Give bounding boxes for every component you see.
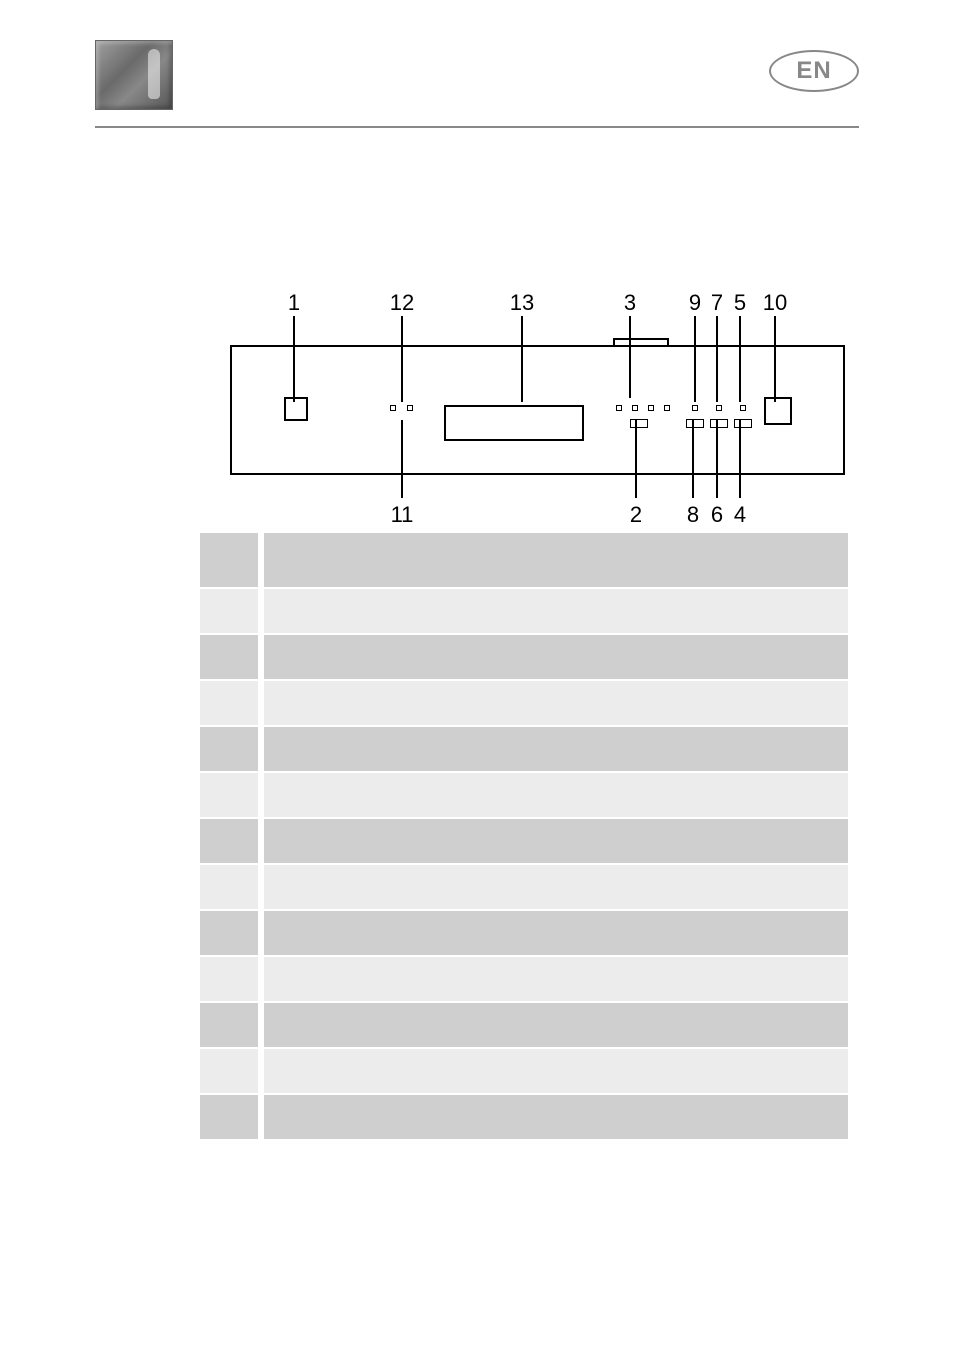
callout-line (629, 316, 631, 398)
legend-table (200, 533, 848, 1139)
row-number-cell (200, 533, 258, 587)
row-number-cell (200, 819, 258, 863)
callout-line (739, 420, 741, 498)
panel-indicator (692, 405, 698, 411)
panel-indicator (407, 405, 413, 411)
table-row (200, 635, 848, 679)
row-number-cell (200, 1049, 258, 1093)
row-desc-cell (264, 635, 848, 679)
row-number-cell (200, 1095, 258, 1139)
callout-bracket-end (613, 338, 615, 346)
panel-button-10 (764, 397, 792, 425)
table-row (200, 773, 848, 817)
callout-number: 13 (510, 290, 534, 316)
row-number-cell (200, 727, 258, 771)
page-header: EN (95, 40, 859, 130)
language-badge: EN (769, 50, 859, 92)
callout-line (716, 316, 718, 402)
panel-button-small (710, 419, 728, 428)
row-number-cell (200, 773, 258, 817)
table-row (200, 1095, 848, 1139)
callout-bracket (614, 338, 668, 340)
callout-line (401, 316, 403, 402)
row-desc-cell (264, 865, 848, 909)
table-row (200, 911, 848, 955)
callout-number: 11 (391, 502, 414, 528)
table-row (200, 727, 848, 771)
row-desc-cell (264, 1049, 848, 1093)
panel-outline (230, 345, 845, 475)
row-number-cell (200, 865, 258, 909)
row-number-cell (200, 635, 258, 679)
row-desc-cell (264, 589, 848, 633)
table-row (200, 819, 848, 863)
panel-display (444, 405, 584, 441)
row-number-cell (200, 1003, 258, 1047)
callout-number: 7 (711, 290, 723, 316)
control-panel-diagram: 11213397510112864 (230, 290, 845, 530)
callout-number: 10 (763, 290, 787, 316)
callout-line (401, 420, 403, 498)
row-desc-cell (264, 911, 848, 955)
row-desc-cell (264, 533, 848, 587)
callout-number: 4 (734, 502, 746, 528)
panel-indicator (632, 405, 638, 411)
panel-button-1 (284, 397, 308, 421)
callout-number: 1 (288, 290, 300, 316)
table-row (200, 533, 848, 587)
callout-line (635, 420, 637, 498)
callout-line (692, 420, 694, 498)
callout-number: 2 (630, 502, 642, 528)
row-desc-cell (264, 727, 848, 771)
callout-line (716, 420, 718, 498)
row-desc-cell (264, 1095, 848, 1139)
callout-line (694, 316, 696, 402)
row-desc-cell (264, 957, 848, 1001)
callout-number: 6 (711, 502, 723, 528)
callout-number: 8 (687, 502, 699, 528)
panel-button-small (630, 419, 648, 428)
panel-button-small (686, 419, 704, 428)
panel-indicator (664, 405, 670, 411)
row-number-cell (200, 681, 258, 725)
row-desc-cell (264, 1003, 848, 1047)
row-desc-cell (264, 681, 848, 725)
panel-indicator (390, 405, 396, 411)
row-number-cell (200, 957, 258, 1001)
panel-button-small (734, 419, 752, 428)
callout-number: 5 (734, 290, 746, 316)
table-row (200, 1003, 848, 1047)
row-number-cell (200, 589, 258, 633)
table-row (200, 957, 848, 1001)
callout-bracket-end (667, 338, 669, 346)
language-code: EN (796, 57, 831, 85)
header-divider (95, 126, 859, 128)
panel-indicator (740, 405, 746, 411)
table-row (200, 589, 848, 633)
row-desc-cell (264, 819, 848, 863)
panel-indicator (716, 405, 722, 411)
callout-number: 9 (689, 290, 701, 316)
product-icon (95, 40, 173, 110)
callout-line (293, 316, 295, 402)
table-row (200, 1049, 848, 1093)
callout-line (774, 316, 776, 402)
table-row (200, 865, 848, 909)
callout-number: 12 (390, 290, 414, 316)
panel-indicator (616, 405, 622, 411)
callout-line (739, 316, 741, 402)
row-desc-cell (264, 773, 848, 817)
row-number-cell (200, 911, 258, 955)
panel-indicator (648, 405, 654, 411)
callout-number: 3 (624, 290, 636, 316)
callout-line (521, 316, 523, 402)
table-row (200, 681, 848, 725)
